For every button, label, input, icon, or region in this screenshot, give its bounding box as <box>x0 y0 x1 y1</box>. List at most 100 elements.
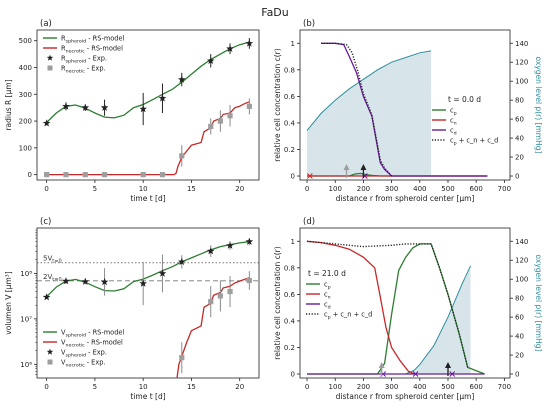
y-axis-label: relative cell concentration c(r) <box>273 246 282 359</box>
y-tick-label: 10⁶ <box>20 361 32 369</box>
legend-label: cp + c_n + c_d <box>324 311 372 321</box>
plot-frame <box>299 29 511 181</box>
data-point-square <box>44 172 50 178</box>
data-point-square <box>101 172 108 178</box>
series-line <box>46 101 250 176</box>
reference-line-label: 5Vt=0 <box>43 255 62 265</box>
y2-tick-label: 100 <box>515 78 528 86</box>
data-point-star <box>245 39 254 47</box>
oxygen-line <box>306 50 432 131</box>
legend-label: cn <box>450 117 457 127</box>
data-point-star <box>42 119 51 127</box>
y2-axis-label: oxygen level p(r) [mmHg] <box>534 57 543 154</box>
legend-symbol-square <box>47 65 53 71</box>
legend-symbol-square <box>47 359 53 365</box>
x-tick-label: 5 <box>93 383 97 391</box>
y2-tick-label: 120 <box>515 59 528 67</box>
plot-frame <box>36 227 260 379</box>
data-point-square <box>159 172 166 178</box>
plot-frame <box>36 29 260 181</box>
data-point-square <box>208 123 214 130</box>
y2-tick-label: 60 <box>515 314 524 322</box>
x-tick-label: 600 <box>469 383 482 391</box>
data-point-star <box>100 103 109 111</box>
x-tick-label: 400 <box>413 383 426 391</box>
x-tick-label: 500 <box>441 185 454 193</box>
data-point-square <box>246 103 252 109</box>
x-tick-label: 300 <box>385 185 398 193</box>
x-tick-label: 5 <box>93 185 97 193</box>
data-point-star <box>42 293 51 301</box>
legend-label: cp + c_n + c_d <box>450 137 498 147</box>
legend-label: Rspheroid - Exp. <box>61 55 107 65</box>
data-point-star <box>245 237 254 245</box>
y-tick-label: 0 <box>291 173 295 181</box>
legend-label: cd <box>324 301 331 311</box>
y2-tick-label: 20 <box>515 352 524 360</box>
x-axis-label: time t [d] <box>130 392 165 401</box>
panel-a: 0 5 10 15 20 time t [d] 0 100 200 300 400 500 radius… <box>4 19 260 203</box>
series-line <box>306 240 415 375</box>
legend-label: cp <box>450 107 457 117</box>
x-marker <box>412 371 419 377</box>
x-tick-label: 0 <box>44 185 48 193</box>
legend-label: Vspheroid - RS-model <box>61 329 124 339</box>
x-tick-label: 0 <box>44 383 48 391</box>
y2-tick-label: 40 <box>515 135 524 143</box>
y-tick-label: 10⁸ <box>20 270 32 278</box>
data-point-star <box>139 105 147 113</box>
x-tick-label: 20 <box>235 185 244 193</box>
x-tick-label: 100 <box>329 185 342 193</box>
x-tick-label: 200 <box>357 383 370 391</box>
y-tick-label: 500 <box>19 37 32 45</box>
y-tick-label: 1 <box>291 238 295 246</box>
data-point-square <box>179 355 185 361</box>
oxygen-line <box>405 265 471 375</box>
y2-tick-label: 140 <box>515 238 528 246</box>
y-tick-label: 0 <box>28 171 32 179</box>
legend-label: cn <box>324 291 331 301</box>
x-tick-label: 0 <box>305 383 309 391</box>
x-tick-label: 700 <box>498 383 511 391</box>
data-point-square <box>179 153 185 159</box>
x-tick-label: 500 <box>441 383 454 391</box>
legend-label: Vspheroid - Exp. <box>61 349 107 359</box>
y-tick-label: 0.6 <box>284 291 296 299</box>
series-line <box>321 42 393 177</box>
legend-label: Vnecrotic - RS-model <box>61 339 123 349</box>
legend-label: cp <box>324 281 331 291</box>
data-point-star <box>178 257 186 266</box>
legend-symbol-star <box>46 54 54 61</box>
panel-c: 5Vt=0 2Vt=0 0 5 10 15 20 time t [d] 10⁶ 10⁷ 10⁸ vol… <box>4 217 260 401</box>
y-tick-label: 1 <box>291 40 295 48</box>
x-tick-label: 15 <box>187 185 196 193</box>
x-tick-label: 15 <box>187 383 196 391</box>
data-point-star <box>81 103 90 111</box>
oxygen-area <box>405 265 471 375</box>
data-point-star <box>206 56 215 64</box>
plot-frame <box>299 227 511 379</box>
y-tick-label: 0.8 <box>284 66 295 74</box>
y-tick-label: 0.4 <box>284 119 296 127</box>
x-marker <box>307 173 313 179</box>
y-axis-label: volumen V [μm³] <box>4 271 13 334</box>
panel-label: (c) <box>40 217 51 227</box>
data-point-star <box>226 241 234 249</box>
y2-tick-label: 140 <box>515 40 528 48</box>
legend-label: cd <box>450 127 457 137</box>
data-point-star <box>158 269 167 277</box>
data-point-square <box>227 113 233 119</box>
data-point-star <box>178 75 186 83</box>
y-tick-label: 10⁷ <box>20 315 32 323</box>
y2-tick-label: 40 <box>515 333 524 341</box>
x-tick-label: 10 <box>139 383 148 391</box>
y2-tick-label: 20 <box>515 154 524 162</box>
y-tick-label: 0.6 <box>284 93 296 101</box>
time-annotation: t = 21.0 d <box>308 269 346 278</box>
